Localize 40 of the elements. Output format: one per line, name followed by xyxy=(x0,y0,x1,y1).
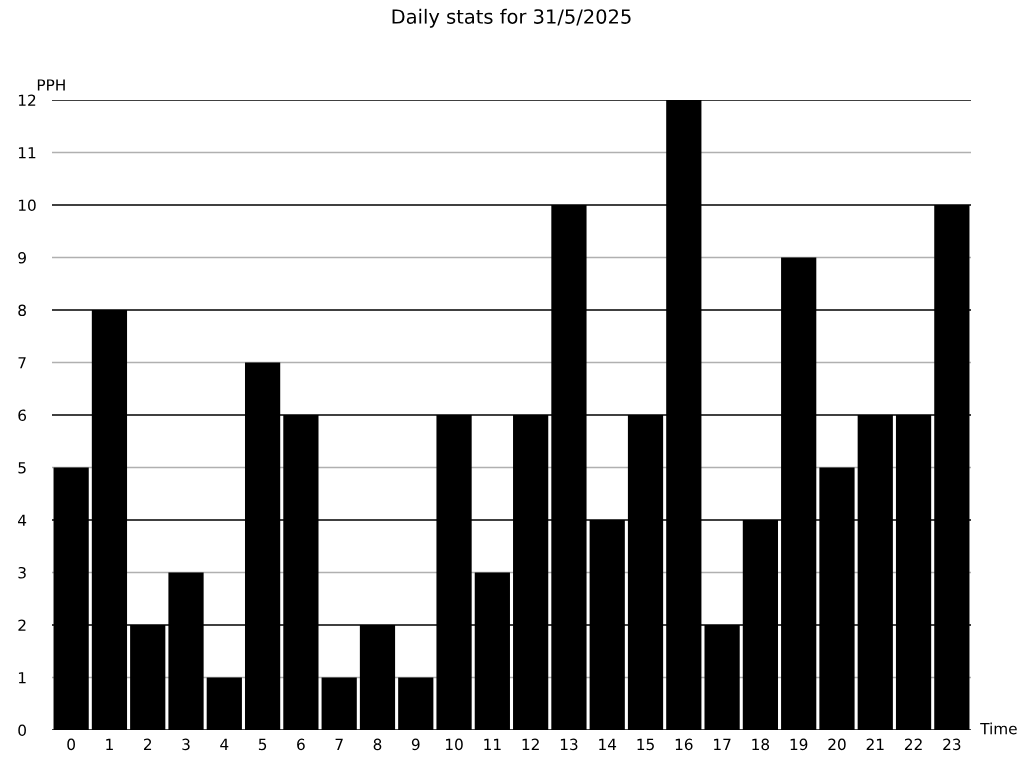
x-tick-label: 18 xyxy=(752,738,770,751)
x-tick-label: 7 xyxy=(335,738,343,750)
x-tick-label: 0 xyxy=(67,738,75,751)
y-tick-label: 0 xyxy=(18,724,26,737)
x-tick-label: 9 xyxy=(411,738,420,751)
x-tick-label: 23 xyxy=(943,738,961,751)
x-tick-label: 3 xyxy=(182,738,190,751)
x-tick-label: 20 xyxy=(828,738,846,751)
y-tick-label: 1 xyxy=(18,672,26,684)
x-tick-label: 4 xyxy=(220,738,229,750)
y-axis-title: PPH xyxy=(37,79,65,91)
x-tick-label: 8 xyxy=(373,738,382,751)
y-tick-label: 9 xyxy=(18,251,26,264)
x-tick-label: 1 xyxy=(106,738,113,750)
x-tick-label: 17 xyxy=(714,738,731,750)
y-tick-label: 11 xyxy=(18,147,36,159)
x-tick-label: 15 xyxy=(637,738,654,751)
y-tick-label: 3 xyxy=(18,566,26,579)
x-tick-label: 5 xyxy=(258,738,267,751)
x-tick-label: 14 xyxy=(599,738,617,750)
y-tick-label: 4 xyxy=(18,514,27,526)
x-tick-label: 19 xyxy=(790,738,808,751)
chart-title: Daily stats for 31/5/2025 xyxy=(392,8,631,28)
x-tick-label: 11 xyxy=(484,738,501,750)
x-tick-label: 22 xyxy=(904,738,922,750)
x-axis-title: Time xyxy=(980,722,1017,735)
x-tick-label: 21 xyxy=(866,738,884,750)
x-tick-label: 6 xyxy=(297,738,305,751)
y-tick-label: 7 xyxy=(18,357,26,369)
x-tick-label: 2 xyxy=(143,738,152,750)
x-tick-label: 16 xyxy=(675,738,693,751)
y-tick-label: 12 xyxy=(18,94,36,106)
x-tick-label: 10 xyxy=(446,738,463,751)
y-tick-label: 5 xyxy=(18,462,26,474)
x-tick-label: 12 xyxy=(522,738,539,750)
y-tick-label: 2 xyxy=(18,619,26,631)
y-tick-label: 6 xyxy=(18,409,27,422)
y-tick-label: 10 xyxy=(18,199,36,212)
x-tick-label: 13 xyxy=(560,738,578,751)
y-tick-label: 8 xyxy=(18,304,26,317)
